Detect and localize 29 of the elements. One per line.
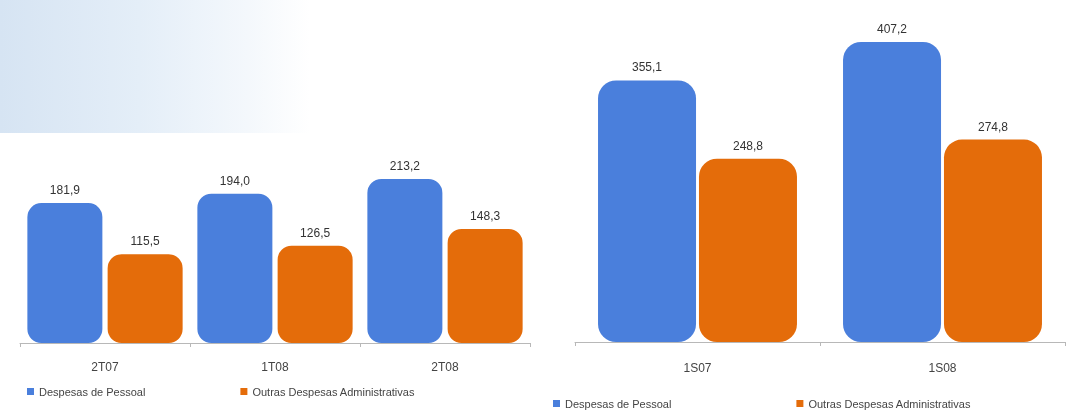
data-label: 126,5 — [300, 225, 331, 240]
x-tick-label: 2T07 — [91, 360, 119, 374]
legend-label: Despesas de Pessoal — [565, 397, 672, 410]
bar — [107, 254, 183, 343]
x-tick-label: 1S07 — [683, 361, 712, 375]
data-label: 181,9 — [49, 183, 81, 198]
data-label: 248,8 — [732, 138, 764, 153]
bar — [447, 228, 523, 343]
data-label: 355,1 — [632, 60, 663, 75]
data-label: 213,2 — [389, 159, 421, 173]
x-tick-label: 2T08 — [431, 360, 459, 374]
legend-label: Outras Despesas Administrativas — [808, 397, 971, 410]
bar — [367, 179, 443, 343]
bar — [843, 42, 942, 342]
x-tick-label: 1S08 — [928, 361, 957, 375]
bar — [277, 245, 353, 343]
legend-label: Despesas de Pessoal — [39, 385, 146, 398]
legend-label: Outras Despesas Administrativas — [252, 385, 415, 398]
bar — [698, 158, 797, 342]
x-tick-label: 1T08 — [261, 360, 289, 374]
data-label: 148,3 — [470, 208, 501, 223]
bar — [598, 80, 697, 342]
data-label: 407,2 — [877, 22, 908, 36]
data-label: 274,8 — [977, 119, 1009, 134]
data-label: 115,5 — [130, 234, 161, 249]
bar — [27, 203, 103, 343]
data-label: 194,0 — [219, 173, 251, 188]
bar — [197, 193, 273, 343]
bar — [943, 139, 1042, 342]
